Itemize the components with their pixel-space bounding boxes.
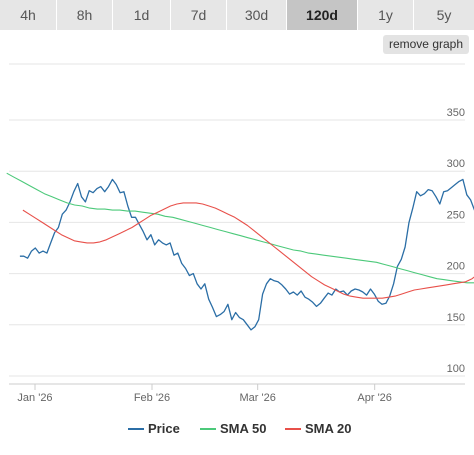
x-tick-label: Jan '26 bbox=[17, 392, 52, 404]
range-button-5y[interactable]: 5y bbox=[414, 0, 474, 30]
x-tick-label: Apr '26 bbox=[357, 392, 392, 404]
legend-label-price: Price bbox=[148, 421, 180, 436]
legend-label-sma-50: SMA 50 bbox=[220, 421, 266, 436]
range-button-7d[interactable]: 7d bbox=[171, 0, 227, 30]
range-button-4h[interactable]: 4h bbox=[0, 0, 57, 30]
y-tick-label: 200 bbox=[447, 261, 465, 273]
x-axis-ticks: Jan '26 Feb '26 Mar '26 Apr '26 bbox=[17, 384, 392, 404]
y-tick-label: 250 bbox=[447, 209, 465, 221]
series-line-sma-20 bbox=[22, 202, 474, 299]
range-button-120d[interactable]: 120d bbox=[287, 0, 358, 30]
y-tick-label: 150 bbox=[447, 312, 465, 324]
x-tick-label: Mar '26 bbox=[240, 392, 276, 404]
grid-lines bbox=[9, 63, 465, 385]
y-tick-label: 100 bbox=[447, 363, 465, 375]
range-button-8h[interactable]: 8h bbox=[57, 0, 113, 30]
time-range-selector: 4h 8h 1d 7d 30d 120d 1y 5y bbox=[0, 0, 474, 30]
y-axis-ticks: 100 150 200 250 300 350 bbox=[447, 107, 465, 375]
remove-graph-button[interactable]: remove graph bbox=[383, 35, 469, 54]
y-tick-label: 300 bbox=[447, 158, 465, 170]
series-line-price bbox=[19, 178, 474, 331]
range-button-1y[interactable]: 1y bbox=[358, 0, 414, 30]
series-lines bbox=[6, 172, 474, 331]
range-button-1d[interactable]: 1d bbox=[113, 0, 171, 30]
legend-label-sma-20: SMA 20 bbox=[305, 421, 351, 436]
chart-legend: Price SMA 50 SMA 20 bbox=[128, 421, 351, 436]
y-tick-label: 350 bbox=[447, 107, 465, 119]
series-line-sma-50 bbox=[6, 172, 474, 284]
x-tick-label: Feb '26 bbox=[134, 392, 170, 404]
range-button-30d[interactable]: 30d bbox=[227, 0, 287, 30]
